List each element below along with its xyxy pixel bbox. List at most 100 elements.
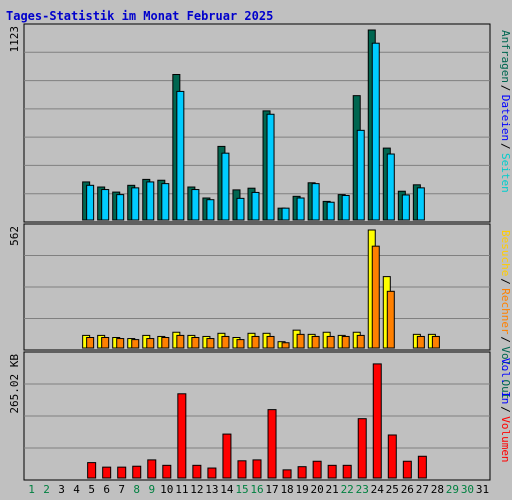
x-tick-label-day-14: 14 <box>220 483 234 496</box>
bar-visits-sites-rechner-day-18 <box>281 342 290 349</box>
x-tick-label-day-21: 21 <box>326 483 339 496</box>
x-tick-label-day-5: 5 <box>88 483 95 496</box>
panel-hits-files: 1123 <box>8 23 491 223</box>
bar-visits-sites-rechner-day-24 <box>371 245 380 349</box>
bar-hits-files-dateien-day-11 <box>176 90 185 221</box>
x-tick-label-day-20: 20 <box>311 483 324 496</box>
legend-separator: / <box>499 278 512 285</box>
x-tick-label-day-29: 29 <box>446 483 459 496</box>
legend-separator: / <box>499 336 512 343</box>
bar-visits-sites-rechner-day-11 <box>176 334 185 349</box>
bar-visits-sites-rechner-day-5 <box>86 337 95 349</box>
x-tick-label-day-16: 16 <box>250 483 263 496</box>
bar-hits-files-dateien-day-22 <box>341 194 350 221</box>
legend-label-rechner: Rechner <box>499 288 512 335</box>
legend-label-seiten: Seiten <box>499 153 512 193</box>
bar-volume-volumen-day-21 <box>327 464 337 479</box>
panel-volume: 265.02 KB <box>8 351 491 481</box>
bar-hits-files-dateien-day-12 <box>191 189 200 221</box>
bar-visits-sites-rechner-day-9 <box>146 338 155 349</box>
bar-hits-files-dateien-day-8 <box>131 187 140 221</box>
x-tick-label-day-15: 15 <box>235 483 248 496</box>
x-tick-label-day-1: 1 <box>28 483 35 496</box>
bar-hits-files-dateien-day-15 <box>236 197 245 221</box>
bar-visits-sites-rechner-day-8 <box>131 339 140 349</box>
bar-visits-sites-rechner-day-28 <box>431 335 440 349</box>
bar-hits-files-dateien-day-24 <box>371 42 380 221</box>
bar-visits-sites-rechner-day-7 <box>116 338 125 349</box>
x-tick-label-day-2: 2 <box>43 483 50 496</box>
bar-hits-files-dateien-day-9 <box>146 181 155 221</box>
bar-volume-volumen-day-23 <box>357 418 367 479</box>
bar-hits-files-dateien-day-10 <box>161 183 170 221</box>
bar-visits-sites-rechner-day-12 <box>191 337 200 349</box>
x-tick-label-day-26: 26 <box>401 483 414 496</box>
x-tick-label-day-23: 23 <box>356 483 369 496</box>
bar-hits-files-dateien-day-17 <box>266 113 275 221</box>
bar-volume-volumen-day-14 <box>222 433 232 479</box>
legend-label-besuche: Besuche <box>499 230 512 276</box>
bar-hits-files-dateien-day-19 <box>296 197 305 221</box>
x-tick-label-day-22: 22 <box>341 483 354 496</box>
x-tick-label-day-10: 10 <box>160 483 173 496</box>
legend-label-vol-in: Vol. In <box>499 358 512 404</box>
bar-volume-volumen-day-13 <box>207 467 217 479</box>
bar-hits-files-dateien-day-23 <box>356 129 365 221</box>
bar-visits-sites-rechner-day-25 <box>386 290 395 349</box>
bar-hits-files-dateien-day-14 <box>221 152 230 221</box>
y-max-label: 562 <box>8 226 21 246</box>
bar-volume-volumen-day-5 <box>87 462 97 479</box>
bar-visits-sites-rechner-day-15 <box>236 339 245 349</box>
bar-hits-files-dateien-day-16 <box>251 191 260 221</box>
x-tick-label-day-17: 17 <box>265 483 278 496</box>
bar-visits-sites-rechner-day-21 <box>326 335 335 349</box>
x-tick-label-day-11: 11 <box>175 483 188 496</box>
x-tick-label-day-27: 27 <box>416 483 429 496</box>
x-tick-label-day-13: 13 <box>205 483 218 496</box>
bar-hits-files-dateien-day-27 <box>416 187 425 221</box>
x-tick-label-day-19: 19 <box>295 483 308 496</box>
bar-volume-volumen-day-11 <box>177 393 187 479</box>
bar-visits-sites-rechner-day-14 <box>221 335 230 349</box>
bar-volume-volumen-day-16 <box>252 459 262 479</box>
bar-hits-files-dateien-day-20 <box>311 183 320 221</box>
bar-volume-volumen-day-26 <box>402 460 412 479</box>
y-max-label: 1123 <box>8 26 21 53</box>
bar-visits-sites-rechner-day-13 <box>206 338 215 349</box>
legend-label-anfragen: Anfragen <box>499 30 512 83</box>
x-tick-label-day-12: 12 <box>190 483 203 496</box>
legend-label-dateien: Dateien <box>499 95 512 141</box>
x-tick-label-day-4: 4 <box>73 483 80 496</box>
bar-visits-sites-rechner-day-19 <box>296 333 305 349</box>
bar-hits-files-dateien-day-7 <box>116 194 125 221</box>
x-tick-label-day-28: 28 <box>431 483 444 496</box>
bar-volume-volumen-day-7 <box>117 466 127 479</box>
bar-volume-volumen-day-20 <box>312 460 322 479</box>
bar-volume-volumen-day-15 <box>237 460 247 479</box>
bar-volume-volumen-day-10 <box>162 464 172 479</box>
bar-visits-sites-rechner-day-16 <box>251 335 260 349</box>
x-tick-label-day-7: 7 <box>118 483 125 496</box>
bar-visits-sites-rechner-day-6 <box>101 337 110 349</box>
x-axis-day-labels: 1 2 3 4 5 6 7 8 9 10 11 12 13 14 15 16 17 18 19 20 21 22 23 24 2… <box>28 483 489 496</box>
x-tick-label-day-8: 8 <box>133 483 140 496</box>
bar-hits-files-dateien-day-5 <box>86 184 95 221</box>
bar-visits-sites-rechner-day-27 <box>416 335 425 349</box>
bar-visits-sites-rechner-day-17 <box>266 335 275 349</box>
x-tick-label-day-24: 24 <box>371 483 385 496</box>
legend-label-volumen: Volumen <box>499 416 512 462</box>
legend-label-vol-out: Vol. Out <box>499 346 512 399</box>
bar-hits-files-dateien-day-25 <box>386 153 395 221</box>
bar-volume-volumen-day-19 <box>297 466 307 479</box>
panels-group: 1123 562 265.02 KB Anfragen / Dateien / Seiten B… <box>8 23 512 481</box>
bar-volume-volumen-day-9 <box>147 459 157 479</box>
bar-volume-volumen-day-6 <box>102 466 112 479</box>
bar-hits-files-dateien-day-6 <box>101 189 110 221</box>
chart-title: Tages-Statistik im Monat Februar 2025 <box>6 9 273 23</box>
bar-volume-volumen-day-12 <box>192 464 202 479</box>
bar-volume-volumen-day-18 <box>282 469 292 479</box>
x-tick-label-day-6: 6 <box>103 483 110 496</box>
legend-separator: / <box>499 143 512 150</box>
x-tick-label-day-31: 31 <box>476 483 489 496</box>
bar-visits-sites-rechner-day-20 <box>311 335 320 349</box>
